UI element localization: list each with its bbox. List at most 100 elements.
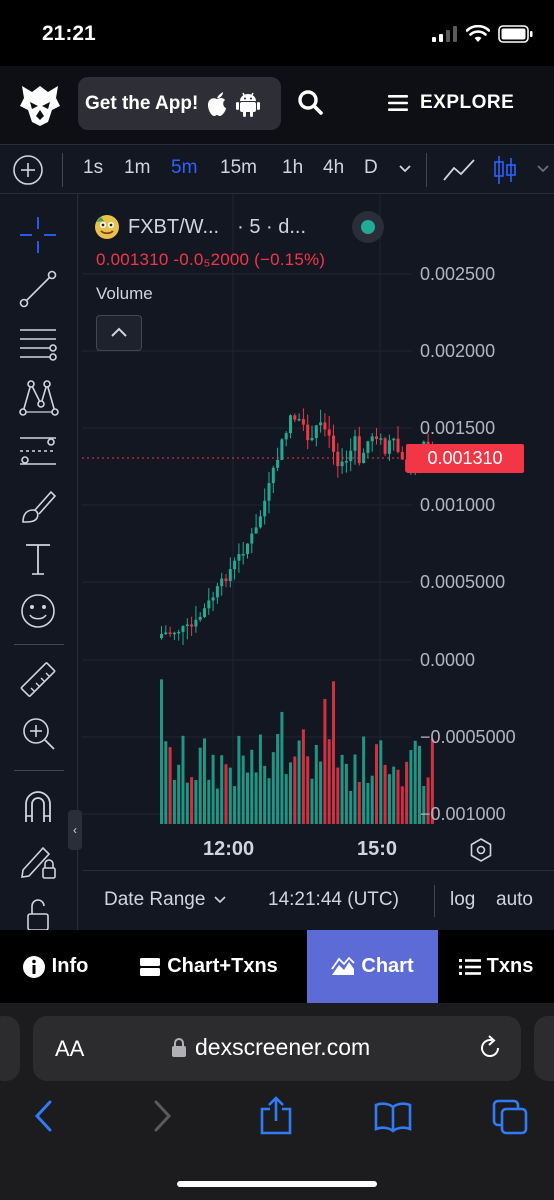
pattern-tool-icon[interactable] — [17, 376, 59, 418]
drawing-toolbar — [0, 194, 78, 931]
magnet-icon[interactable] — [17, 786, 59, 828]
volume-bar — [400, 786, 404, 824]
time-axis-label: 12:00 — [203, 838, 255, 860]
get-app-label: Get the App! — [85, 92, 199, 114]
interval-1h[interactable]: 1h — [282, 157, 304, 178]
forecast-tool-icon[interactable] — [17, 430, 59, 472]
candle-body — [203, 608, 206, 617]
chart-settings-icon[interactable] — [467, 836, 495, 864]
tab-chart-txns[interactable]: Chart+Txns — [110, 930, 307, 1003]
candle-body — [297, 419, 301, 421]
status-icons — [432, 24, 534, 44]
collapse-legend-button[interactable] — [96, 315, 142, 351]
candle-body — [396, 438, 400, 452]
tab-txns[interactable]: Txns — [438, 930, 554, 1003]
candle-body — [362, 452, 366, 464]
android-icon — [236, 92, 261, 117]
candlestick-chart-type-icon[interactable] — [492, 154, 518, 186]
volume-bar — [344, 763, 348, 824]
crosshair-tool-icon[interactable] — [17, 214, 59, 256]
volume-bar — [349, 790, 353, 824]
candle-body — [370, 436, 374, 442]
volume-bar — [228, 767, 232, 824]
measure-ruler-icon[interactable] — [17, 660, 59, 702]
legend-ohlc-values: 0.001310 -0.0₅2000 (−0.15%) — [96, 250, 326, 269]
emoji-tool-icon[interactable] — [17, 590, 59, 632]
candle-body — [327, 429, 331, 436]
candle-body — [258, 516, 262, 528]
explore-label: EXPLORE — [420, 92, 515, 113]
explore-button[interactable]: EXPLORE — [388, 86, 514, 120]
interval-5m[interactable]: 5m — [171, 157, 198, 178]
lock-drawings-icon[interactable] — [17, 840, 59, 882]
back-icon[interactable] — [30, 1099, 56, 1133]
volume-bar — [198, 747, 202, 824]
address-bar[interactable]: AA dexscreener.com — [33, 1016, 521, 1081]
volume-bar — [362, 736, 366, 824]
interval-4h[interactable]: 4h — [323, 157, 345, 178]
list-icon — [458, 958, 481, 975]
brush-tool-icon[interactable] — [17, 484, 59, 526]
trend-line-tool-icon[interactable] — [17, 268, 59, 310]
interval-15m[interactable]: 15m — [220, 157, 257, 178]
candle-body — [392, 438, 396, 441]
candle-body — [340, 461, 344, 467]
volume-bar — [203, 738, 206, 824]
tabs-icon[interactable] — [492, 1099, 528, 1135]
text-size-button[interactable]: AA — [55, 1036, 84, 1062]
next-tab-preview[interactable] — [534, 1016, 554, 1081]
volume-bar — [263, 765, 267, 824]
pair-symbol[interactable]: FXBT/W... — [128, 215, 220, 238]
market-status-indicator[interactable] — [352, 211, 384, 243]
dexscreener-logo-icon[interactable] — [18, 82, 62, 128]
chart-bottom-bar: Date Range 14:21:44 (UTC) log auto — [82, 870, 554, 930]
interval-1m[interactable]: 1m — [124, 157, 151, 178]
add-indicator-icon[interactable] — [12, 154, 44, 186]
volume-bar — [241, 755, 245, 824]
line-chart-type-icon[interactable] — [442, 156, 476, 184]
volume-bar — [323, 698, 327, 824]
previous-tab-preview[interactable] — [0, 1016, 20, 1081]
volume-bar — [310, 778, 314, 824]
volume-bar — [289, 762, 292, 824]
volume-bar — [168, 747, 172, 824]
search-icon[interactable] — [296, 88, 326, 118]
candle-body — [357, 436, 361, 464]
volume-bar — [224, 764, 228, 824]
token-avatar-icon — [95, 215, 119, 239]
volume-bar — [426, 777, 430, 824]
bookmarks-icon[interactable] — [374, 1101, 412, 1133]
get-app-button[interactable]: Get the App! — [78, 77, 281, 130]
tab-info[interactable]: Info — [0, 930, 110, 1003]
info-icon — [22, 955, 45, 978]
zoom-in-icon[interactable] — [17, 712, 59, 754]
log-scale-toggle[interactable]: log — [450, 889, 476, 910]
price-axis-label: 0.001500 — [420, 418, 496, 438]
volume-bar — [215, 788, 219, 824]
volume-bar — [357, 781, 361, 824]
volume-bar — [370, 775, 374, 824]
chart-type-dropdown-chevron-icon[interactable] — [536, 164, 550, 174]
volume-bar — [233, 786, 237, 824]
share-icon[interactable] — [258, 1095, 294, 1135]
toolbar-divider — [62, 153, 63, 187]
utc-clock[interactable]: 14:21:44 (UTC) — [268, 889, 399, 910]
interval-1s[interactable]: 1s — [83, 157, 104, 178]
interval-dropdown-chevron-icon[interactable] — [398, 164, 412, 174]
candle-body — [160, 633, 163, 638]
reload-icon[interactable] — [476, 1034, 504, 1062]
interval-1d[interactable]: D — [364, 157, 378, 178]
auto-scale-toggle[interactable]: auto — [496, 889, 533, 910]
text-tool-icon[interactable] — [17, 538, 59, 580]
candle-body — [237, 554, 241, 561]
volume-bar — [181, 735, 185, 824]
candlestick-chart[interactable] — [82, 194, 554, 870]
candle-body — [310, 437, 314, 441]
collapse-toolbar-handle[interactable]: ‹ — [68, 810, 82, 850]
candle-body — [185, 624, 189, 627]
mountain-chart-icon — [331, 956, 356, 975]
volume-bar — [172, 779, 176, 824]
date-range-button[interactable]: Date Range — [104, 889, 227, 911]
fib-retracement-tool-icon[interactable] — [17, 322, 59, 364]
tab-chart[interactable]: Chart — [307, 930, 438, 1003]
